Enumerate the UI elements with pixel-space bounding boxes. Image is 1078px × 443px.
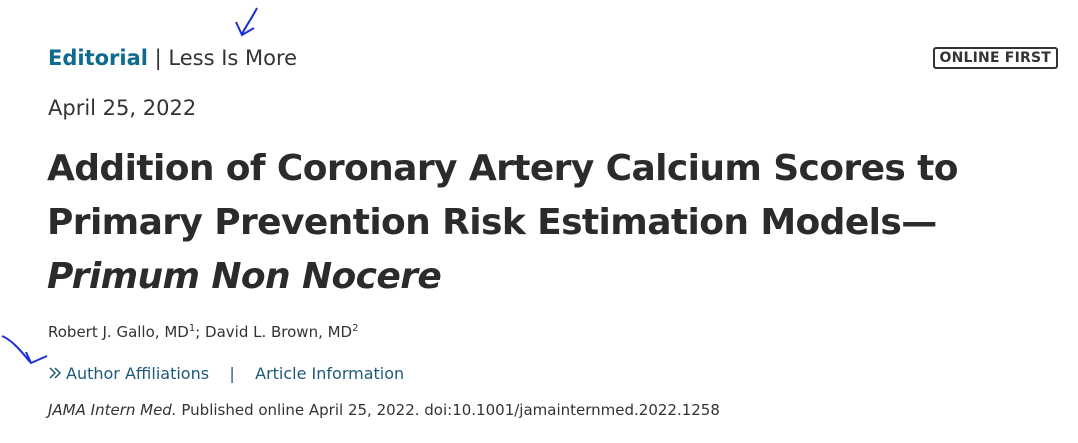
title: Addition of Coronary Artery Calcium Scor… <box>47 142 959 304</box>
author[interactable]: Robert J. Gallo, MD <box>48 323 189 341</box>
title-line: Addition of Coronary Artery Calcium Scor… <box>47 148 959 189</box>
section-link[interactable]: Editorial <box>48 46 148 70</box>
link[interactable]: Article Information <box>255 364 405 383</box>
citation: JAMA Intern Med. Published online April … <box>48 401 720 419</box>
separator: ; <box>195 323 201 341</box>
chevron-icon <box>49 367 62 379</box>
authors: Robert J. Gallo, MD1; David L. Brown, MD… <box>48 323 358 341</box>
links: Author Affiliations | Article Informatio… <box>48 364 404 383</box>
affiliation: 1 <box>188 323 196 334</box>
hand-arrow <box>1 335 48 365</box>
citation-text: Published online April 25, 2022. doi:10.… <box>181 401 720 419</box>
separator: | <box>229 364 235 383</box>
header: Editorial | Less Is More <box>48 46 297 70</box>
journal: JAMA Intern Med. <box>48 401 177 419</box>
author[interactable]: David L. Brown, MD <box>205 323 353 341</box>
subtitle: Primum Non Nocere <box>47 256 442 297</box>
link[interactable]: Author Affiliations <box>66 364 210 383</box>
title-line: Primary Prevention Risk Estimation Model… <box>47 202 937 243</box>
date: April 25, 2022 <box>48 96 197 120</box>
series-link[interactable]: Less Is More <box>168 46 298 70</box>
separator: | <box>154 46 162 70</box>
badge: ONLINE FIRST <box>932 47 1058 69</box>
affiliation: 2 <box>352 323 359 334</box>
hand-arrow <box>235 7 258 37</box>
